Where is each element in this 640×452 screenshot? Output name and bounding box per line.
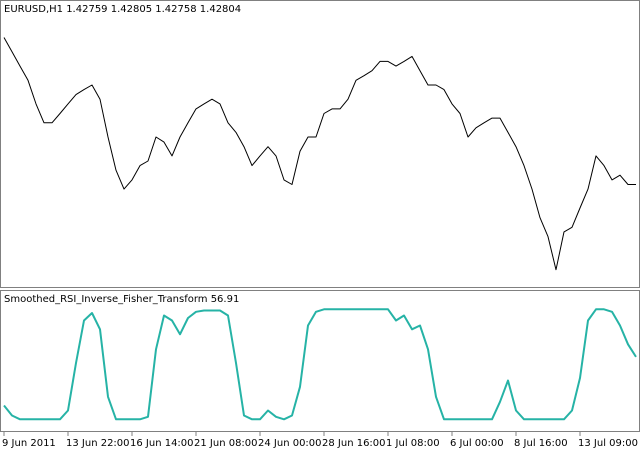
x-tick-label: 21 Jun 08:00 xyxy=(194,438,258,449)
x-tick-label: 1 Jul 08:00 xyxy=(386,438,440,449)
x-tick-label: 9 Jun 2011 xyxy=(2,438,56,449)
x-tick-label: 28 Jun 16:00 xyxy=(322,438,386,449)
chart-title: EURUSD,H1 1.42759 1.42805 1.42758 1.4280… xyxy=(4,4,241,15)
x-tick-label: 13 Jul 09:00 xyxy=(578,438,638,449)
indicator-title: Smoothed_RSI_Inverse_Fisher_Transform 56… xyxy=(4,294,239,305)
x-tick-label: 6 Jul 00:00 xyxy=(450,438,504,449)
x-tick-label: 13 Jun 22:00 xyxy=(66,438,130,449)
x-tick-label: 8 Jul 16:00 xyxy=(514,438,568,449)
x-tick-label: 16 Jun 14:00 xyxy=(130,438,194,449)
x-tick-label: 24 Jun 00:00 xyxy=(258,438,322,449)
series-line xyxy=(3,37,636,271)
series-line xyxy=(3,308,637,421)
